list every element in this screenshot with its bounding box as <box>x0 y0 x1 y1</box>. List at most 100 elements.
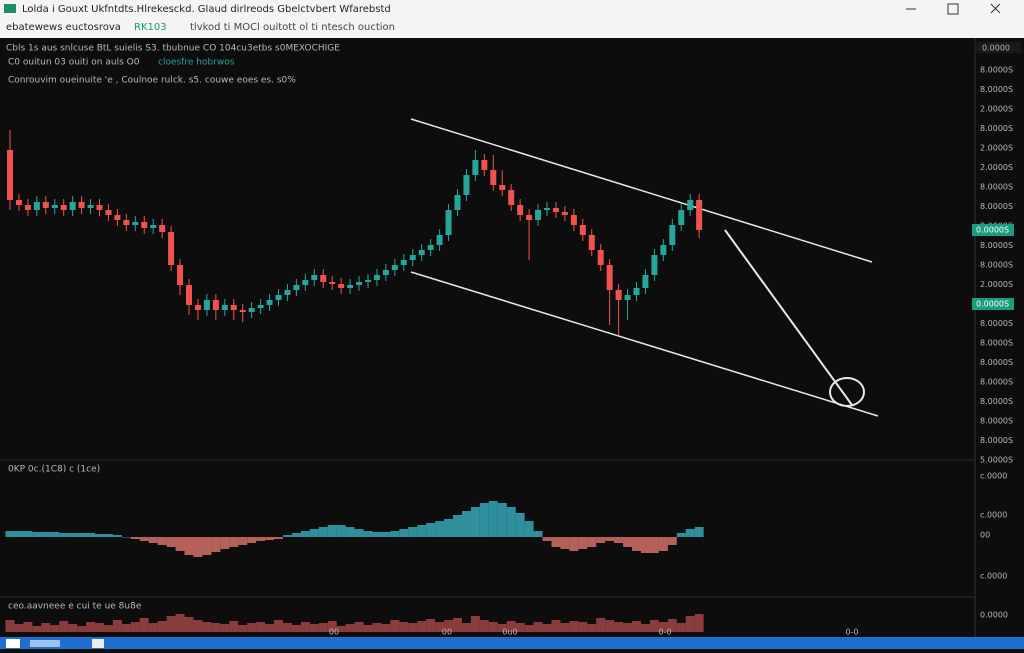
volume-bar <box>381 624 391 632</box>
oscillator-bar <box>166 537 176 547</box>
candle-body <box>347 285 354 288</box>
volume-bar <box>408 623 418 632</box>
volume-bar <box>211 623 221 632</box>
oscillator-bar <box>256 537 266 541</box>
volume-bar <box>345 624 355 632</box>
oscillator-bar <box>175 537 185 551</box>
volume-bar <box>470 616 480 632</box>
candle-body <box>105 210 112 215</box>
candle-body <box>633 288 640 295</box>
volume-bar <box>68 624 78 632</box>
oscillator-bar <box>202 537 212 555</box>
pane-label: ceo.aavneee e cui te ue 8u8e <box>8 602 142 612</box>
oscillator-bar <box>524 521 534 537</box>
volume-bar <box>139 618 149 632</box>
volume-bar <box>363 625 373 632</box>
oscillator-bar <box>354 529 364 537</box>
candle-body <box>123 220 130 225</box>
price-label: 8.0000S <box>980 378 1013 387</box>
oscillator-bar <box>77 533 87 537</box>
trend-line[interactable] <box>410 271 879 417</box>
oscillator-bar <box>363 531 373 537</box>
volume-bar <box>202 622 212 632</box>
candle-body <box>436 235 443 245</box>
oscillator-bar <box>399 529 409 537</box>
volume-bar <box>229 621 239 632</box>
candle-body <box>293 285 300 290</box>
candle-body <box>481 160 488 170</box>
price-label: 8.0000S <box>980 202 1013 211</box>
volume-bar <box>685 616 695 632</box>
app-icon <box>4 4 16 13</box>
volume-bar <box>587 624 597 632</box>
title-bar <box>0 0 1024 38</box>
volume-bar <box>623 623 633 632</box>
price-label: 8.0000S <box>980 124 1013 133</box>
oscillator-bar <box>417 525 427 537</box>
candle-body <box>624 295 631 300</box>
oscillator-bar <box>139 537 149 541</box>
maximize[interactable] <box>947 3 959 15</box>
candle-body <box>186 285 192 305</box>
candle-body <box>96 205 103 210</box>
chart-area <box>0 38 1024 637</box>
oscillator-bar <box>649 537 659 553</box>
oscillator-bar <box>596 537 606 543</box>
candle-body <box>418 250 425 255</box>
price-label: 2.0000S <box>980 163 1013 172</box>
oscillator-bar <box>211 537 221 552</box>
candle-body <box>669 225 676 245</box>
oscillator-bar <box>193 537 203 557</box>
candle-body <box>51 205 58 208</box>
oscillator-bar <box>5 531 15 537</box>
price-label: 8.0000S <box>980 397 1013 406</box>
taskbar-icon[interactable] <box>6 639 20 648</box>
circle-annotation[interactable] <box>829 377 865 407</box>
volume-bar <box>614 622 624 632</box>
volume-bar <box>41 623 51 632</box>
oscillator-bar <box>86 533 96 537</box>
price-label: 8.0000S <box>980 241 1013 250</box>
header-line: Conrouvim oueinuite 'e , Coulnoe rulck. … <box>8 76 296 86</box>
arrow-line[interactable] <box>724 229 853 406</box>
volume-bar <box>220 624 230 632</box>
volume-bar <box>444 620 454 632</box>
oscillator-bar <box>578 537 588 549</box>
volume-bar <box>399 622 409 632</box>
candle-body <box>570 215 577 225</box>
taskbar-icon[interactable] <box>30 640 60 647</box>
price-label: 8.0000S <box>980 436 1013 445</box>
volume-bar <box>676 623 686 632</box>
oscillator-bar <box>121 537 131 538</box>
osc-axis-label: 00 <box>980 531 990 540</box>
volume-bar <box>667 619 677 632</box>
oscillator-bar <box>59 533 69 537</box>
volume-bar <box>14 624 24 632</box>
volume-bar <box>560 623 570 632</box>
candle-body <box>517 205 524 215</box>
taskbar-icon[interactable] <box>92 639 104 648</box>
volume-bar <box>578 622 588 632</box>
volume-bar <box>77 626 87 632</box>
trend-line[interactable] <box>410 118 873 263</box>
oscillator-bar <box>372 532 382 537</box>
volume-bar <box>524 625 534 632</box>
oscillator-bar <box>23 531 33 537</box>
oscillator-bar <box>694 527 704 537</box>
header-line: cloesfre hobrwos <box>158 58 235 68</box>
price-tag: 0.0000S <box>976 226 1009 235</box>
volume-bar <box>435 622 445 632</box>
toolbar-symbol[interactable]: RK103 <box>134 22 167 33</box>
volume-bar <box>605 620 615 632</box>
candle-body <box>526 215 533 220</box>
candle-body <box>221 305 228 310</box>
candle-body <box>69 202 76 210</box>
candle-body <box>15 200 22 205</box>
oscillator-bar <box>274 537 283 539</box>
toolbar-text: ebatewews euctosrova <box>6 22 121 33</box>
volume-bar <box>193 620 203 632</box>
candle-body <box>499 185 506 190</box>
volume-bar <box>632 621 641 632</box>
close[interactable] <box>990 3 1001 14</box>
candle-body <box>177 265 184 285</box>
